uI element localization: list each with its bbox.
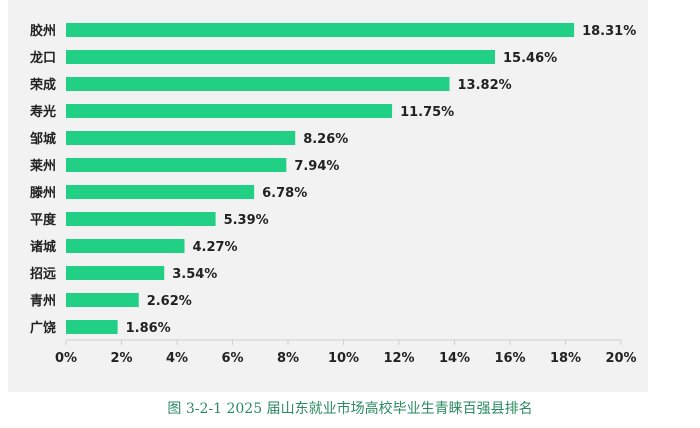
category-label: 龙口 — [30, 50, 56, 66]
category-label: 招远 — [30, 266, 56, 282]
bar-0 — [66, 23, 575, 37]
category-label: 广饶 — [30, 320, 56, 336]
x-tick-label: 2% — [110, 351, 132, 366]
bar-4 — [66, 131, 296, 145]
bar-7 — [66, 212, 216, 226]
value-label: 6.78% — [262, 186, 307, 201]
bar-2 — [66, 77, 450, 91]
value-label: 2.62% — [147, 294, 192, 309]
value-label: 7.94% — [294, 159, 339, 174]
value-label: 1.86% — [126, 321, 171, 336]
category-label: 荣成 — [29, 77, 56, 93]
category-label: 莱州 — [30, 158, 56, 174]
figure-caption: 图 3-2-1 2025 届山东就业市场高校毕业生青睐百强县排名 — [167, 401, 533, 417]
category-label: 寿光 — [30, 104, 56, 120]
x-tick-label: 14% — [439, 351, 470, 366]
category-label: 平度 — [30, 212, 57, 228]
x-tick-label: 6% — [221, 351, 243, 366]
category-label: 邹城 — [30, 131, 56, 147]
value-label: 18.31% — [582, 24, 636, 39]
value-label: 15.46% — [503, 51, 557, 66]
x-axis: 0% 2% 4% 6% 8% 10% 12% 14% 16% 18% 20% — [55, 339, 637, 366]
bars-layer — [66, 23, 575, 334]
bar-5 — [66, 158, 287, 172]
value-label: 11.75% — [400, 105, 454, 120]
bar-9 — [66, 266, 165, 280]
value-label: 4.27% — [192, 240, 237, 255]
bar-8 — [66, 239, 185, 253]
x-tick-label: 12% — [383, 351, 414, 366]
category-label: 滕州 — [30, 186, 56, 201]
value-label: 8.26% — [303, 132, 348, 147]
bar-10 — [66, 293, 139, 307]
value-label: 5.39% — [224, 213, 269, 228]
value-label: 13.82% — [458, 78, 512, 93]
x-tick-label: 4% — [166, 351, 188, 366]
x-tick-label: 8% — [277, 351, 299, 366]
bar-11 — [66, 320, 118, 334]
x-tick-label: 10% — [328, 351, 359, 366]
category-label: 胶州 — [30, 23, 56, 39]
value-labels: 18.31% 15.46% 13.82% 11.75% 8.26% 7.94% 6.78% 5… — [126, 24, 637, 336]
x-tick-label: 0% — [55, 351, 77, 366]
value-label: 3.54% — [172, 267, 217, 282]
bar-3 — [66, 104, 393, 118]
bar-1 — [66, 50, 496, 64]
category-label: 诸城 — [30, 239, 56, 255]
x-tick-label: 18% — [550, 351, 581, 366]
x-tick-label: 20% — [605, 351, 636, 366]
bar-6 — [66, 185, 255, 199]
x-tick-label: 16% — [494, 351, 525, 366]
category-label: 青州 — [30, 293, 56, 309]
